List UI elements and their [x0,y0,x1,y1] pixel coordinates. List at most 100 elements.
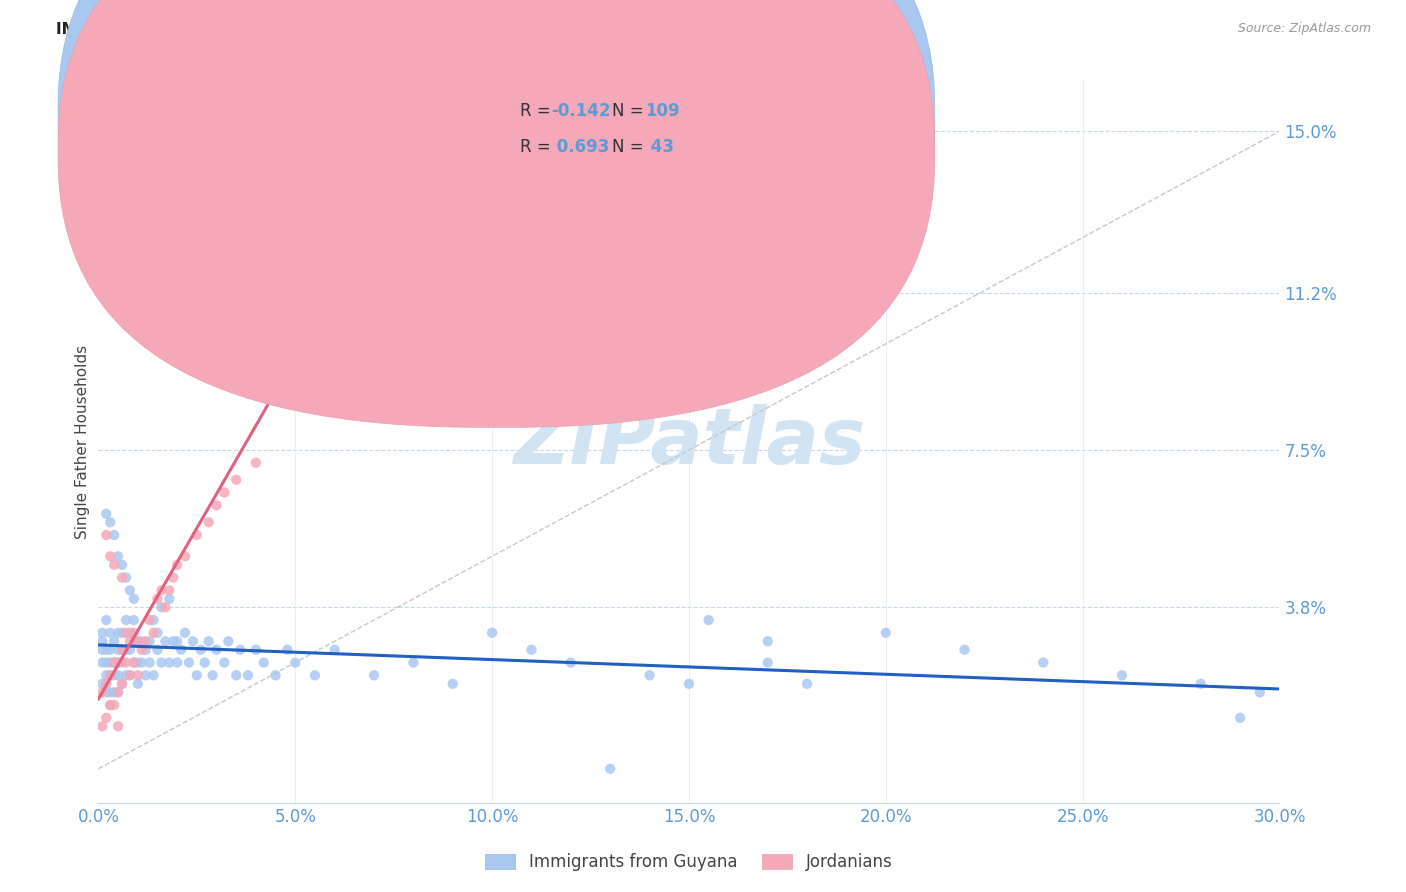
Point [638,668,661,682]
Point [181,634,204,648]
Point [111,625,134,640]
Point [127,634,149,648]
Text: 0.693: 0.693 [551,138,609,156]
Point [96,528,118,542]
Point [115,656,138,670]
Point [115,613,138,627]
Text: 109: 109 [645,103,681,120]
Point [115,642,138,657]
Point [197,516,219,530]
Text: R =: R = [520,103,555,120]
Point [103,656,125,670]
Point [118,668,141,682]
Point [122,634,145,648]
Point [756,634,779,648]
Point [98,685,121,699]
Point [107,719,129,733]
Point [186,528,208,542]
Point [1229,711,1251,725]
Point [135,634,157,648]
Point [131,634,153,648]
Point [115,570,138,584]
Point [96,711,118,725]
Point [481,625,503,640]
Point [402,656,425,670]
Point [131,642,153,657]
Point [91,625,114,640]
Point [236,668,259,682]
Point [96,613,118,627]
Text: R =: R = [520,138,555,156]
Point [205,642,228,657]
Point [91,656,114,670]
Point [146,591,169,606]
Point [103,698,125,712]
Point [96,507,118,521]
Point [138,634,160,648]
Point [146,642,169,657]
Point [142,625,165,640]
Point [253,656,276,670]
Point [122,656,145,670]
Point [111,558,134,572]
Point [118,625,141,640]
Point [150,583,173,598]
Point [91,685,114,699]
Point [118,642,141,657]
Point [135,642,157,657]
Point [107,685,129,699]
Point [276,642,298,657]
Point [174,625,197,640]
Point [214,485,236,500]
Point [107,549,129,564]
Point [166,634,188,648]
Point [91,634,114,648]
Point [98,668,121,682]
Point [127,677,149,691]
Legend: Immigrants from Guyana, Jordanians: Immigrants from Guyana, Jordanians [479,847,898,878]
Point [166,656,188,670]
Point [127,668,149,682]
Point [122,591,145,606]
Point [1032,656,1054,670]
Point [111,642,134,657]
Point [225,473,247,487]
Point [697,613,720,627]
Point [205,498,228,512]
Point [245,456,267,470]
Point [1111,668,1133,682]
Point [98,642,121,657]
Point [1249,685,1271,699]
Point [245,642,267,657]
Point [103,634,125,648]
Point [304,209,326,223]
Point [190,642,212,657]
Point [131,656,153,670]
Point [157,591,180,606]
Point [122,625,145,640]
Point [115,625,138,640]
Point [98,656,121,670]
Point [98,625,121,640]
Text: IMMIGRANTS FROM GUYANA VS JORDANIAN SINGLE FATHER HOUSEHOLDS CORRELATION CHART: IMMIGRANTS FROM GUYANA VS JORDANIAN SING… [56,22,879,37]
Point [599,762,621,776]
Point [304,668,326,682]
Point [678,677,700,691]
Point [98,516,121,530]
Point [323,642,346,657]
Point [150,600,173,615]
Point [229,642,252,657]
Point [103,656,125,670]
Point [225,668,247,682]
Point [122,613,145,627]
Point [118,583,141,598]
Point [107,656,129,670]
Point [98,549,121,564]
Point [560,656,582,670]
Point [264,668,287,682]
Point [197,634,219,648]
Point [127,634,149,648]
Text: 43: 43 [645,138,675,156]
Point [96,642,118,657]
Point [162,634,184,648]
